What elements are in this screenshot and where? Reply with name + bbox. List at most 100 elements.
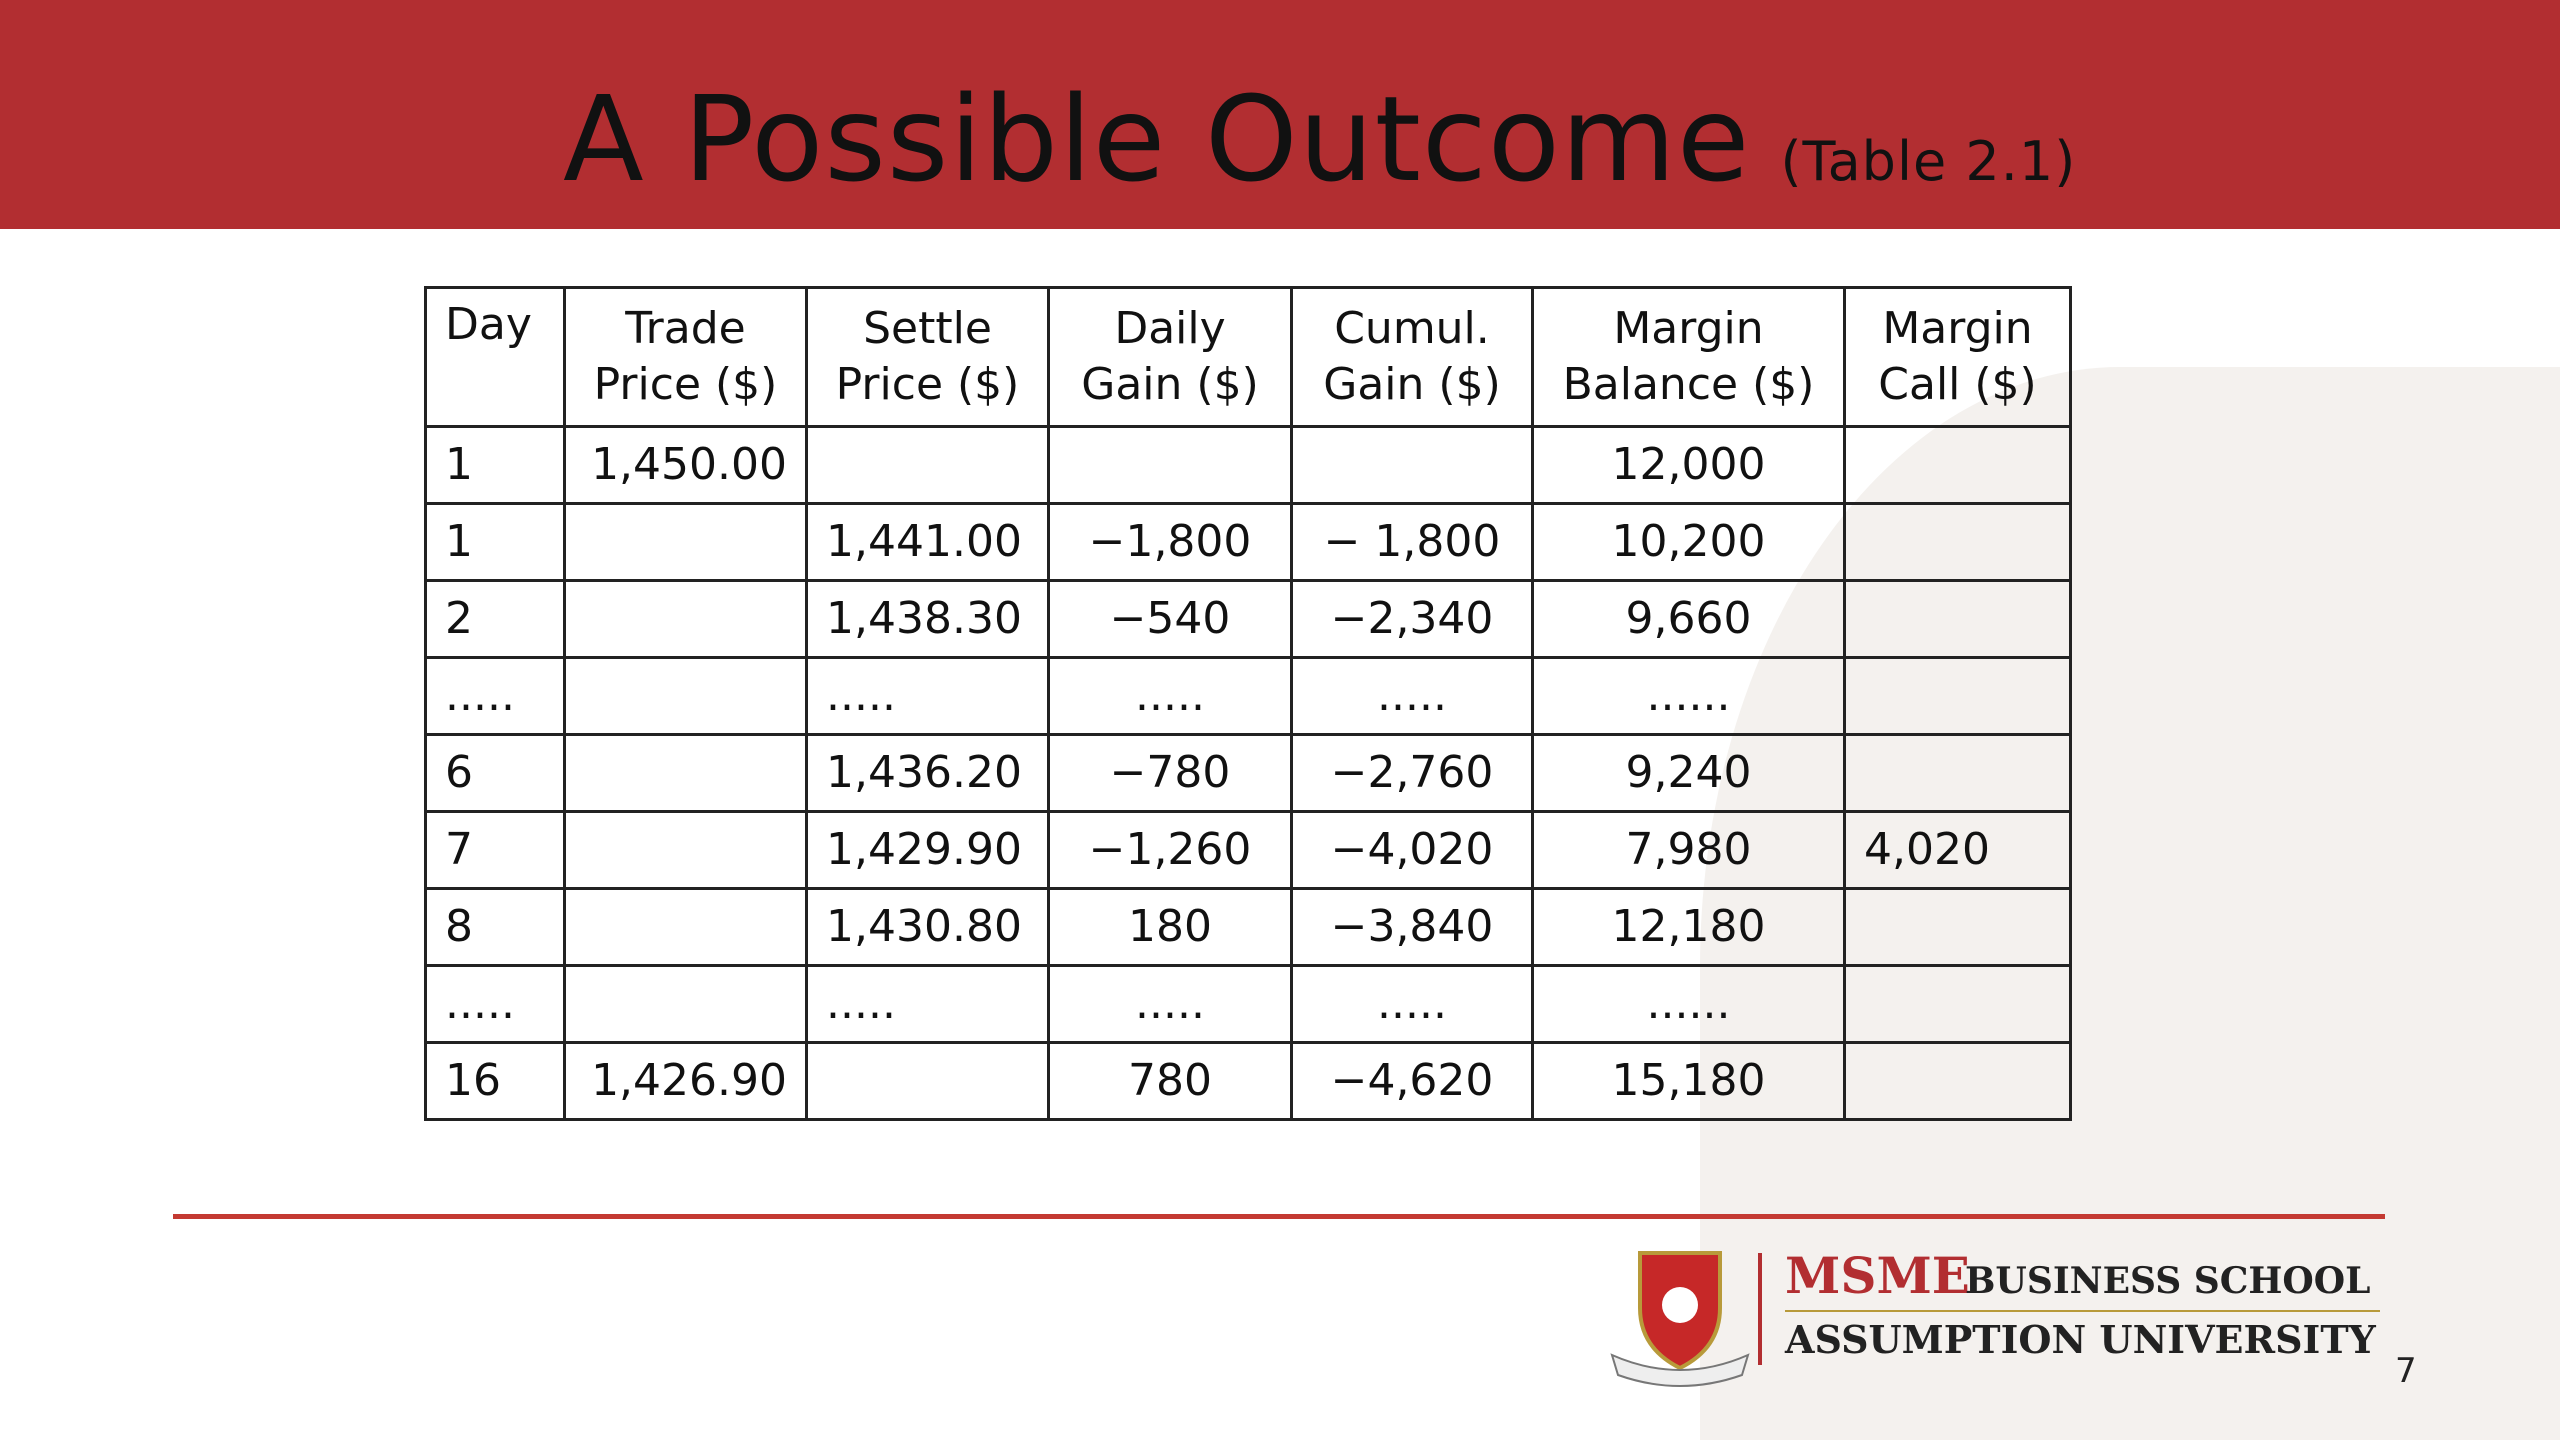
table-cell: .....: [805, 964, 1050, 1044]
table-cell: 1,438.30: [805, 579, 1050, 659]
table-cell: [1843, 579, 2072, 659]
header-line: Price ($): [835, 359, 1020, 410]
table-cell: 7: [424, 810, 566, 890]
table-cell: [563, 733, 808, 813]
column-header: Margin Balance ($): [1531, 286, 1846, 428]
table-cell: 1: [424, 425, 566, 505]
data-table: Day Trade Price ($) Settle Price ($) Daily Gai…: [424, 286, 2072, 1121]
title: A Possible Outcome: [563, 70, 1751, 208]
table-cell: ......: [1531, 964, 1846, 1044]
table-cell: .....: [1047, 964, 1293, 1044]
table-cell: 12,000: [1531, 425, 1846, 505]
table-cell: −540: [1047, 579, 1293, 659]
table-cell: 1,450.00: [563, 425, 808, 505]
page-number: 7: [2395, 1351, 2417, 1391]
column-header: Day: [424, 286, 566, 428]
table-cell: 16: [424, 1041, 566, 1121]
table-row: 1 1,450.00 12,000: [424, 425, 2072, 505]
table-cell: 9,240: [1531, 733, 1846, 813]
table-row: 7 1,429.90 −1,260 −4,020 7,980 4,020: [424, 810, 2072, 890]
crest-emblem: [1662, 1287, 1698, 1323]
table-cell: −2,760: [1290, 733, 1534, 813]
table-cell: −1,800: [1047, 502, 1293, 582]
table-cell: [563, 502, 808, 582]
slide-title: A Possible Outcome (Table 2.1): [563, 70, 2076, 208]
header-line: Margin: [1882, 303, 2033, 354]
header-line: Cumul.: [1334, 303, 1490, 354]
table-cell: 1,436.20: [805, 733, 1050, 813]
header-line: Price ($): [593, 359, 778, 410]
table-row: ..........................: [424, 964, 2072, 1044]
header-line: Gain ($): [1081, 359, 1259, 410]
table-cell: .....: [1047, 656, 1293, 736]
footer-logo: MSME BUSINESS SCHOOL ASSUMPTION UNIVERSI…: [1610, 1246, 2417, 1391]
table-cell: 4,020: [1843, 810, 2072, 890]
table-cell: [563, 810, 808, 890]
table-cell: ......: [1531, 656, 1846, 736]
table-cell: 1,441.00: [805, 502, 1050, 582]
header-line: Call ($): [1878, 359, 2037, 410]
table-cell: 7,980: [1531, 810, 1846, 890]
table-cell: [563, 656, 808, 736]
header-line: Day: [445, 299, 532, 350]
header-band: [0, 0, 2560, 229]
table-cell: −780: [1047, 733, 1293, 813]
table-row: 16 1,426.90 780 −4,620 15,180: [424, 1041, 2072, 1121]
table-cell: [1843, 1041, 2072, 1121]
school-suffix: BUSINESS SCHOOL: [1965, 1260, 2370, 1302]
table-row: ..........................: [424, 656, 2072, 736]
table-cell: [1843, 656, 2072, 736]
table-cell: .....: [1290, 656, 1534, 736]
header-line: Daily: [1114, 303, 1226, 354]
column-header: Daily Gain ($): [1047, 286, 1293, 428]
divider: [173, 1214, 2385, 1219]
table-row: 8 1,430.80 180 −3,840 12,180: [424, 887, 2072, 967]
header-line: Margin: [1613, 303, 1764, 354]
table-cell: −1,260: [1047, 810, 1293, 890]
table-cell: 1,429.90: [805, 810, 1050, 890]
table-cell: 1,426.90: [563, 1041, 808, 1121]
column-header: Trade Price ($): [563, 286, 808, 428]
school-name: MSME: [1785, 1246, 1970, 1305]
table-cell: [1843, 733, 2072, 813]
table-cell: .....: [424, 656, 566, 736]
header-line: Settle: [863, 303, 992, 354]
column-header: Settle Price ($): [805, 286, 1050, 428]
table-cell: 1: [424, 502, 566, 582]
table-cell: 180: [1047, 887, 1293, 967]
table-cell: −2,340: [1290, 579, 1534, 659]
table-cell: [563, 964, 808, 1044]
table-cell: −4,620: [1290, 1041, 1534, 1121]
table-cell: [1047, 425, 1293, 505]
table-cell: 2: [424, 579, 566, 659]
table-cell: [1843, 887, 2072, 967]
header-line: Gain ($): [1323, 359, 1501, 410]
university-name: ASSUMPTION UNIVERSITY: [1784, 1317, 2377, 1362]
table-cell: − 1,800: [1290, 502, 1534, 582]
table-cell: [1843, 964, 2072, 1044]
table-cell: 6: [424, 733, 566, 813]
table-cell: 780: [1047, 1041, 1293, 1121]
table-cell: 9,660: [1531, 579, 1846, 659]
table-cell: .....: [1290, 964, 1534, 1044]
header-line: Trade: [625, 303, 746, 354]
header-line: Balance ($): [1562, 359, 1815, 410]
table-cell: 15,180: [1531, 1041, 1846, 1121]
table-cell: 10,200: [1531, 502, 1846, 582]
table-cell: 12,180: [1531, 887, 1846, 967]
subtitle: (Table 2.1): [1780, 130, 2077, 193]
table-cell: [563, 887, 808, 967]
table-cell: [1843, 502, 2072, 582]
header-row: Day Trade Price ($) Settle Price ($) Daily Gai…: [424, 286, 2072, 428]
table-cell: [1290, 425, 1534, 505]
column-header: Margin Call ($): [1843, 286, 2072, 428]
table-cell: [805, 1041, 1050, 1121]
table-cell: 8: [424, 887, 566, 967]
table-row: 6 1,436.20 −780 −2,760 9,240: [424, 733, 2072, 813]
crest-ribbon: [1610, 1353, 1750, 1387]
table-cell: [1843, 425, 2072, 505]
column-header: Cumul. Gain ($): [1290, 286, 1534, 428]
table-cell: 1,430.80: [805, 887, 1050, 967]
table-row: 1 1,441.00 −1,800− 1,800 10,200: [424, 502, 2072, 582]
